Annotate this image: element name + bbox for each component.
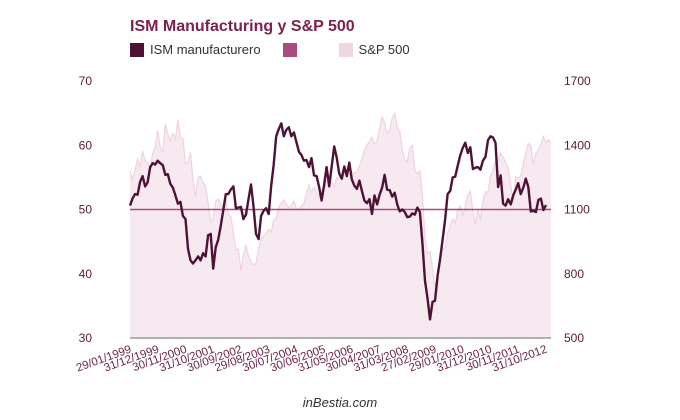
right-axis-tick-label: 1100 bbox=[564, 203, 590, 217]
left-axis-tick-label: 60 bbox=[79, 138, 93, 152]
right-axis-tick-label: 800 bbox=[564, 267, 584, 281]
legend-label-sp500: S&P 500 bbox=[358, 42, 410, 57]
legend-item-ism[interactable]: ISM manufacturero bbox=[130, 42, 261, 57]
right-axis-tick-label: 1400 bbox=[564, 138, 591, 152]
right-axis-tick-label: 1700 bbox=[564, 74, 591, 88]
left-axis-tick-label: 40 bbox=[79, 267, 93, 281]
left-axis-tick-label: 70 bbox=[79, 74, 93, 88]
legend-item-sp500[interactable]: S&P 500 bbox=[338, 42, 410, 57]
left-axis-tick-label: 30 bbox=[79, 331, 93, 345]
legend: ISM manufacturero S&P 500 bbox=[130, 42, 432, 57]
legend-swatch-ism bbox=[130, 42, 144, 57]
credit-text: inBestia.com bbox=[302, 395, 378, 410]
legend-swatch-reference bbox=[282, 42, 297, 57]
left-axis-tick-label: 50 bbox=[79, 203, 93, 217]
sp500-area bbox=[130, 113, 551, 338]
legend-swatch-sp500 bbox=[338, 42, 353, 57]
legend-item-reference[interactable] bbox=[282, 42, 303, 57]
chart-title: ISM Manufacturing y S&P 500 bbox=[130, 18, 355, 35]
x-axis-tick-label: 31/10/2012 bbox=[491, 344, 549, 375]
right-axis-tick-label: 500 bbox=[564, 331, 584, 345]
ism-line bbox=[128, 122, 548, 321]
legend-label-ism: ISM manufacturero bbox=[150, 42, 261, 57]
